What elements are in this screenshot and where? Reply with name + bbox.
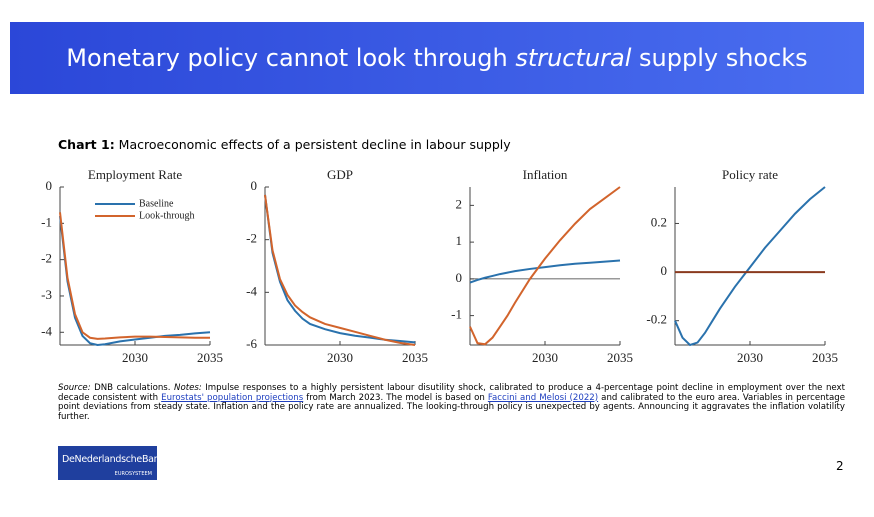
notes-text: Impulse responses to a highly persistent…: [58, 383, 845, 403]
y-tick-label: -4: [246, 283, 257, 298]
x-tick-label: 2030: [737, 350, 763, 365]
y-tick-label: -1: [41, 214, 52, 229]
chart-title: Employment Rate: [88, 167, 182, 182]
x-tick-label: 2030: [327, 350, 353, 365]
y-tick-label: 0: [661, 263, 668, 278]
y-tick-label: 0: [46, 178, 53, 193]
title-emphasis: structural: [515, 44, 632, 72]
y-tick-label: -4: [41, 323, 52, 338]
chart-title: GDP: [327, 167, 353, 182]
line-series: [469, 259, 621, 284]
notes-link[interactable]: Faccini and Melosi (2022): [487, 392, 599, 403]
notes-link[interactable]: Eurostats' population projections: [161, 392, 304, 403]
line-series: [59, 215, 211, 347]
title: Monetary policy cannot look through stru…: [66, 44, 807, 72]
y-tick-label: -2: [41, 251, 52, 266]
legend-label: Look-through: [139, 210, 195, 221]
notes-label: Notes:: [174, 383, 202, 393]
y-tick-label: -6: [246, 336, 257, 351]
x-tick-label: 2035: [197, 350, 223, 365]
page-number: 2: [836, 459, 844, 473]
notes-text: DNB calculations.: [90, 383, 175, 393]
y-tick-label: 0: [251, 178, 258, 193]
chart-title: Inflation: [523, 167, 568, 182]
caption-label: Chart 1:: [58, 137, 115, 152]
chart-title: Policy rate: [722, 167, 778, 182]
x-tick-label: 2030: [122, 350, 148, 365]
y-tick-label: -0.2: [646, 312, 667, 327]
logo: DeNederlandscheBank EUROSYSTEEM: [58, 446, 165, 480]
y-tick-label: 2: [456, 196, 463, 211]
x-tick-label: 2035: [812, 350, 838, 365]
line-series: [59, 212, 210, 340]
y-tick-label: 0.2: [651, 214, 667, 229]
caption: Chart 1: Macroeconomic effects of a pers…: [58, 137, 511, 152]
banner: Monetary policy cannot look through stru…: [10, 22, 864, 94]
title-text: Monetary policy cannot look through: [66, 44, 516, 72]
notes-text: from March 2023. The model is based on: [303, 392, 488, 403]
x-tick-label: 2030: [532, 350, 558, 365]
x-tick-label: 2035: [402, 350, 428, 365]
x-tick-label: 2035: [607, 350, 633, 365]
logo-subtext: EUROSYSTEEM: [114, 471, 152, 477]
title-text: supply shocks: [631, 44, 808, 72]
line-series: [674, 186, 826, 347]
y-tick-label: 0: [456, 270, 463, 285]
line-series: [469, 186, 621, 346]
caption-text: Macroeconomic effects of a persistent de…: [114, 137, 511, 152]
line-series: [264, 194, 416, 344]
legend-label: Baseline: [139, 198, 174, 209]
y-tick-label: -3: [41, 287, 52, 302]
notes-text: and calibrated to the euro area. Variabl…: [58, 392, 845, 422]
notes: Source: DNB calculations. Notes: Impulse…: [58, 383, 845, 422]
y-tick-label: -2: [246, 231, 257, 246]
y-tick-label: 1: [456, 233, 463, 248]
y-tick-label: -1: [451, 307, 462, 322]
logo-text: DeNederlandscheBank: [62, 454, 165, 465]
notes-label: Source:: [58, 383, 91, 393]
charts: Employment Rate 0 -1 -2 -3 -4 2030 2035 Baseline…: [41, 167, 838, 365]
line-series: [264, 194, 416, 346]
